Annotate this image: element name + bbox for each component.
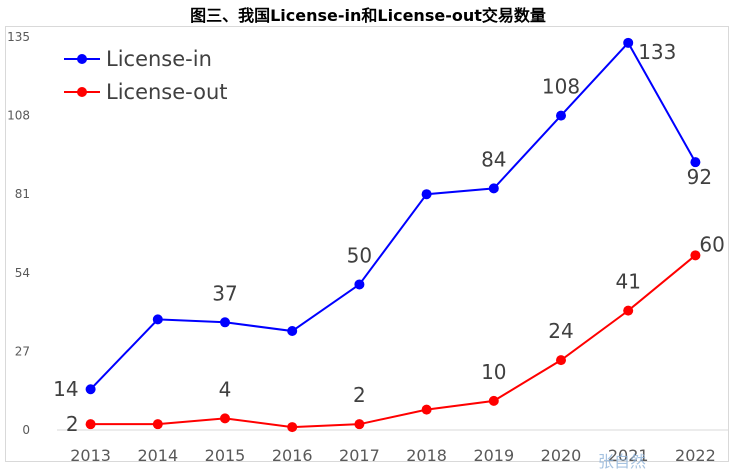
data-label: 2 [353, 383, 366, 407]
legend-label: License-in [106, 47, 212, 71]
x-tick-label: 2015 [205, 446, 246, 465]
data-point [421, 404, 432, 415]
data-label: 10 [481, 360, 506, 384]
y-tick-label: 135 [7, 30, 30, 44]
data-point [287, 422, 298, 433]
x-tick-label: 2022 [675, 446, 716, 465]
data-point [556, 110, 566, 121]
data-label: 37 [212, 281, 237, 305]
data-point [623, 305, 634, 316]
axes: 0 27 54 81 108 135 2013 2014 2015 2016 2017 2018 201… [7, 30, 729, 465]
chart-title: 图三、我国License-in和License-out交易数量 [190, 6, 546, 25]
y-tick-label: 0 [22, 423, 30, 437]
data-label: 133 [638, 40, 676, 64]
data-label: 92 [687, 165, 712, 189]
data-point [623, 37, 634, 48]
legend-label: License-out [106, 80, 228, 104]
x-tick-label: 2013 [70, 446, 111, 465]
data-point [287, 326, 298, 337]
y-tick-label: 81 [15, 187, 30, 201]
data-point [85, 384, 96, 395]
x-tick-label: 2016 [272, 446, 313, 465]
watermark: 张自然 [598, 452, 647, 471]
data-point [690, 157, 701, 168]
x-tick-label: 2018 [406, 446, 447, 465]
data-point [488, 183, 499, 194]
data-label: 24 [548, 319, 573, 343]
data-point [354, 279, 365, 290]
data-point [690, 250, 701, 261]
y-tick-label: 54 [15, 266, 30, 280]
data-label: 60 [699, 232, 724, 256]
y-tick-label: 27 [15, 344, 30, 358]
data-label: 84 [481, 147, 506, 171]
data-point [152, 314, 163, 325]
data-label: 4 [219, 377, 232, 401]
data-point [556, 355, 566, 366]
data-point [220, 413, 230, 424]
x-tick-label: 2014 [137, 446, 178, 465]
x-tick-label: 2021 [608, 446, 649, 465]
y-tick-label: 108 [7, 109, 30, 123]
series-points [85, 37, 701, 433]
data-point [85, 419, 96, 430]
data-point [421, 189, 432, 200]
x-tick-label: 2019 [473, 446, 514, 465]
legend-marker [77, 87, 87, 97]
data-point [488, 395, 499, 406]
data-point [220, 317, 230, 328]
data-label: 50 [347, 243, 372, 267]
x-tick-label: 2017 [339, 446, 380, 465]
legend: License-in License-out [64, 47, 228, 104]
data-label: 41 [615, 270, 640, 294]
data-point [354, 419, 365, 430]
legend-marker [77, 54, 87, 64]
series-line-license-out [90, 254, 697, 429]
x-tick-label: 2020 [541, 446, 582, 465]
data-label: 108 [542, 75, 580, 99]
data-point [152, 419, 163, 430]
data-label: 14 [53, 377, 78, 401]
data-label: 2 [66, 412, 79, 436]
series-lines [89, 41, 697, 429]
chart-frame [5, 26, 729, 462]
series-line-license-in [89, 41, 697, 390]
